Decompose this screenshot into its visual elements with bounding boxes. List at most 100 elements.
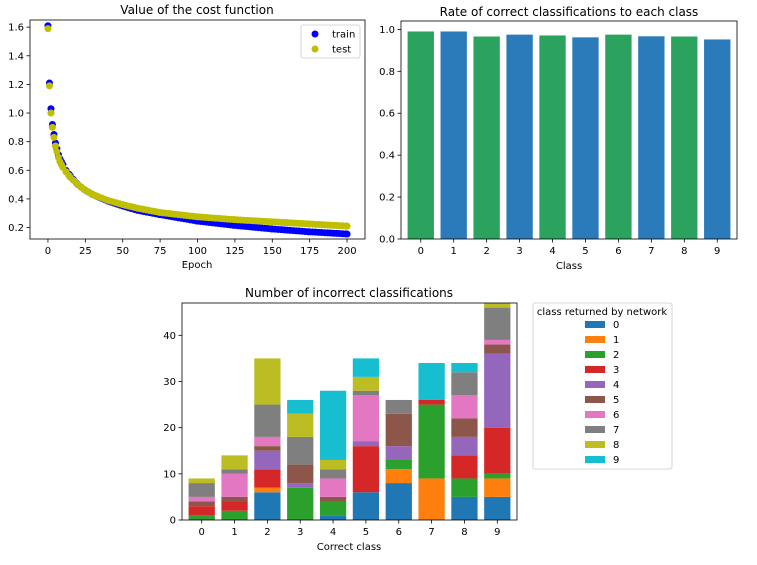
legend-label-9: 9 [613,455,619,466]
cost-chart-xlabel: Epoch [182,260,213,271]
x-tick-label: 0 [418,246,424,257]
legend-label-0: 0 [613,320,619,331]
legend-swatch-4 [585,381,605,388]
stack-segment-5-as-7 [352,390,380,396]
rate-bar-5 [572,37,599,239]
legend-title: class returned by network [537,307,668,318]
y-tick-label: 30 [163,377,176,388]
stack-segment-6-as-7 [385,399,412,414]
stack-segment-8-as-6 [451,395,478,419]
rate-bar-7 [638,36,665,239]
stack-segment-2-as-0 [254,492,281,520]
x-tick-label: 9 [494,527,500,538]
x-tick-label: 1 [231,527,237,538]
scatter-point-test [343,222,351,230]
stack-segment-8-as-9 [451,363,478,373]
legend-label-7: 7 [613,425,619,436]
cost-chart-legend: train test [300,24,361,59]
legend-train-label: train [332,30,355,41]
stack-segment-8-as-3 [451,455,478,479]
rate-bar-1 [440,31,467,239]
legend-train-marker [311,30,319,38]
x-tick-label: 6 [615,246,621,257]
stack-segment-9-as-0 [484,496,511,520]
stack-segment-3-as-4 [287,483,314,488]
x-tick-label: 8 [461,527,467,538]
x-tick-label: 200 [338,246,357,257]
correct-rate-chart: Rate of correct classifications to each … [379,5,738,272]
x-tick-label: 4 [330,527,336,538]
stack-segment-9-as-2 [484,473,511,479]
stack-segment-1-as-8 [221,455,248,470]
stack-segment-9-as-4 [484,353,511,428]
scatter-point-test [53,148,61,156]
legend-swatch-7 [585,426,605,433]
x-tick-label: 2 [264,527,270,538]
stack-segment-9-as-3 [484,427,511,474]
y-tick-label: 10 [163,469,176,480]
x-tick-label: 9 [714,246,720,257]
stack-segment-1-as-3 [221,501,248,511]
y-tick-label: 40 [163,331,176,342]
y-tick-label: 0.8 [379,67,395,78]
x-tick-label: 7 [648,246,654,257]
x-tick-label: 1 [451,246,457,257]
rate-bar-6 [605,34,632,239]
incorrect-chart-legend: class returned by network 0 1 2 3 4 5 6 7 8 9 [532,302,673,470]
x-tick-label: 2 [483,246,489,257]
scatter-point-test [51,142,59,150]
stack-segment-8-as-5 [451,418,478,437]
x-tick-label: 0 [199,527,205,538]
legend-label-4: 4 [613,380,619,391]
stack-segment-7-as-1 [418,478,445,520]
x-tick-label: 5 [363,527,369,538]
stack-segment-5-as-9 [352,358,380,377]
y-tick-label: 0.2 [8,223,24,234]
y-tick-label: 0.6 [8,166,24,177]
x-tick-label: 6 [396,527,402,538]
legend-swatch-3 [585,366,605,373]
scatter-point-test [45,82,53,90]
y-tick-label: 1.0 [8,109,24,120]
rate-chart-xlabel: Class [556,261,582,272]
scatter-point-test [50,133,58,141]
stack-segment-6-as-1 [385,469,412,484]
stack-segment-1-as-2 [221,510,248,520]
stack-segment-8-as-2 [451,478,478,497]
legend-label-6: 6 [613,410,619,421]
rate-bar-2 [473,36,500,240]
stack-segment-0-as-8 [188,478,215,484]
stack-segment-3-as-8 [287,413,314,437]
legend-label-1: 1 [613,335,619,346]
x-tick-label: 50 [116,246,129,257]
legend-swatch-9 [585,456,605,463]
stack-segment-4-as-9 [319,390,347,460]
x-tick-label: 3 [297,527,303,538]
rate-bar-0 [407,31,434,239]
rate-bar-9 [704,39,731,240]
stack-segment-8-as-4 [451,436,478,456]
stack-segment-9-as-6 [484,339,511,345]
stack-segment-4-as-7 [319,469,347,479]
incorrect-chart-xlabel: Correct class [317,542,382,553]
stack-segment-5-as-0 [352,492,380,520]
stack-segment-2-as-3 [254,469,281,488]
legend-swatch-2 [585,351,605,358]
stack-segment-2-as-6 [254,436,281,447]
stack-segment-6-as-5 [385,413,412,447]
stack-segment-4-as-8 [319,459,347,470]
x-tick-label: 3 [516,246,522,257]
y-tick-label: 0 [170,516,176,527]
stack-segment-5-as-4 [352,441,380,447]
stack-segment-8-as-7 [451,372,478,396]
y-tick-label: 0.4 [8,194,24,205]
y-tick-label: 0.0 [379,235,395,246]
stack-segment-1-as-7 [221,469,248,474]
x-tick-label: 4 [549,246,555,257]
stack-segment-7-as-2 [418,404,445,479]
stack-segment-6-as-2 [385,459,412,470]
stack-segment-2-as-4 [254,450,281,470]
incorrect-classifications-chart: Number of incorrect classifications Corr… [163,286,673,553]
stack-segment-0-as-5 [188,501,215,507]
